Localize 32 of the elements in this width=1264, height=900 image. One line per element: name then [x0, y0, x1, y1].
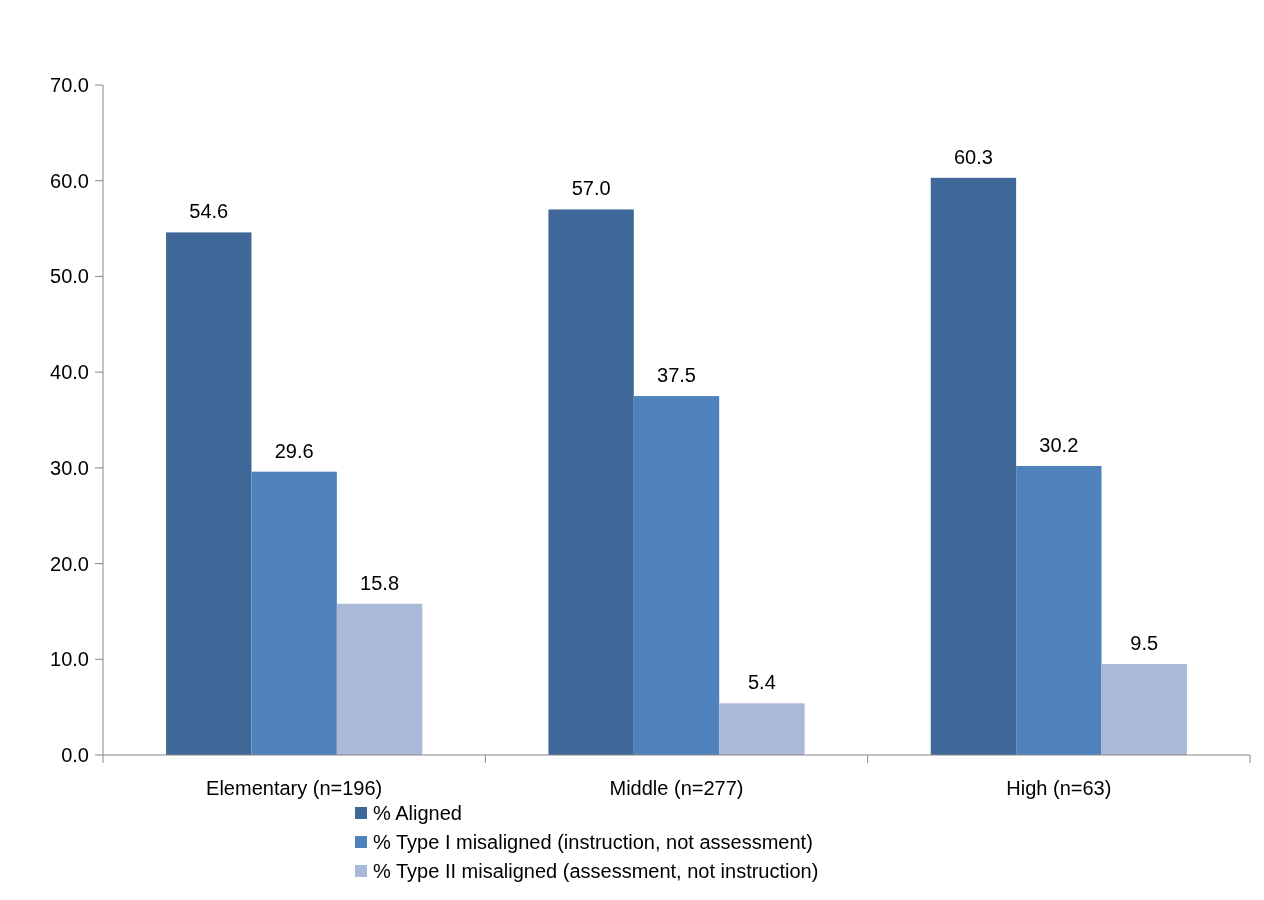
bar: [166, 232, 252, 755]
data-label: 37.5: [657, 364, 696, 387]
bar: [1016, 465, 1102, 755]
y-tick-label: 10.0: [50, 648, 89, 671]
legend-label: % Aligned: [373, 802, 462, 824]
bar: [1101, 664, 1187, 755]
data-label: 5.4: [747, 671, 776, 694]
bar: [336, 603, 423, 755]
data-label: 15.8: [360, 571, 400, 594]
bar: [633, 396, 720, 755]
legend-label: % Type II misaligned (assessment, not instruction): [373, 860, 819, 882]
data-label: 30.2: [1039, 433, 1079, 456]
data-label: 57.0: [571, 177, 611, 200]
x-tick-label: High (n=63): [1006, 777, 1112, 799]
y-tick-label: 20.0: [50, 552, 89, 575]
y-tick-label: 30.0: [50, 456, 89, 479]
bar: [251, 471, 337, 755]
data-label: 60.3: [953, 145, 993, 168]
data-label: 9.5: [1130, 632, 1159, 655]
bar: [548, 209, 634, 755]
y-tick-label: 70.0: [50, 74, 89, 96]
y-tick-label: 0.0: [61, 744, 89, 766]
bar: [930, 177, 1017, 755]
x-tick-label: Elementary (n=196): [206, 777, 383, 799]
x-tick-label: Middle (n=277): [609, 777, 744, 799]
y-tick-label: 60.0: [50, 169, 89, 192]
y-tick-label: 40.0: [50, 361, 89, 384]
legend-label: % Type I misaligned (instruction, not assessment): [373, 831, 813, 853]
y-tick-label: 50.0: [50, 265, 89, 288]
bar: [719, 703, 805, 755]
data-label: 54.6: [189, 200, 229, 223]
data-label: 29.6: [274, 439, 314, 462]
